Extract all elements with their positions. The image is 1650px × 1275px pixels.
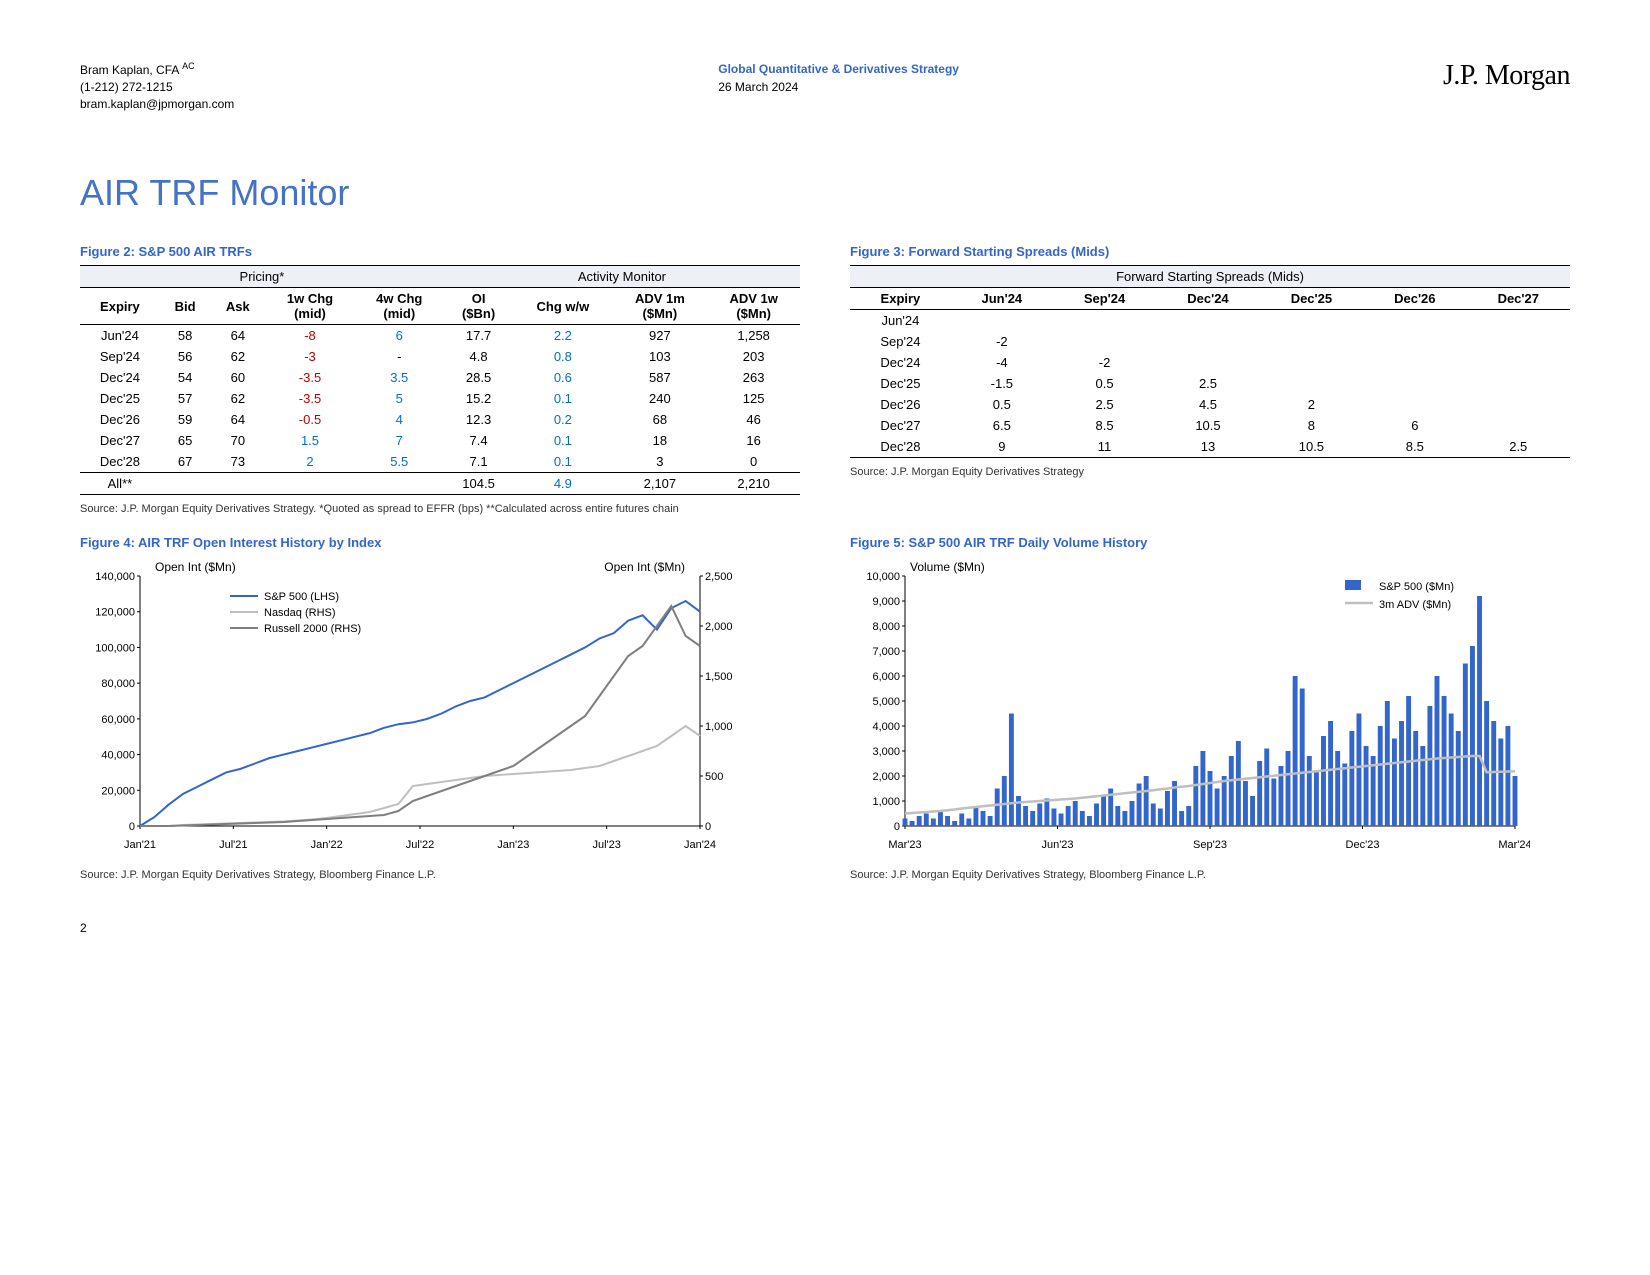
svg-text:Mar'24: Mar'24 — [1498, 839, 1530, 851]
svg-text:Nasdaq (RHS): Nasdaq (RHS) — [264, 607, 336, 619]
svg-text:Mar'23: Mar'23 — [888, 839, 921, 851]
svg-text:1,000: 1,000 — [872, 796, 900, 808]
svg-text:S&P 500 ($Mn): S&P 500 ($Mn) — [1379, 581, 1454, 593]
author-block: Bram Kaplan, CFA AC (1-212) 272-1215 bra… — [80, 60, 234, 112]
figure-4: Figure 4: AIR TRF Open Interest History … — [80, 535, 800, 881]
figure-4-source: Source: J.P. Morgan Equity Derivatives S… — [80, 869, 800, 881]
svg-text:4,000: 4,000 — [872, 721, 900, 733]
svg-text:Jul'22: Jul'22 — [406, 839, 434, 851]
author-phone: (1-212) 272-1215 — [80, 79, 234, 96]
svg-text:Jul'23: Jul'23 — [592, 839, 620, 851]
svg-text:500: 500 — [705, 771, 723, 783]
figure-3-title: Figure 3: Forward Starting Spreads (Mids… — [850, 244, 1570, 259]
figure-3-source: Source: J.P. Morgan Equity Derivatives S… — [850, 466, 1570, 478]
figure-4-chart: Open Int ($Mn) Open Int ($Mn) 0 20,000 40,00… — [80, 556, 760, 856]
jpmorgan-logo: J.P. Morgan — [1443, 60, 1570, 92]
figure-5: Figure 5: S&P 500 AIR TRF Daily Volume H… — [850, 535, 1570, 881]
svg-text:80,000: 80,000 — [101, 679, 135, 691]
report-date: 26 March 2024 — [718, 78, 959, 96]
svg-text:Jul'21: Jul'21 — [219, 839, 247, 851]
figure-2-title: Figure 2: S&P 500 AIR TRFs — [80, 244, 800, 259]
svg-text:2,500: 2,500 — [705, 571, 733, 583]
svg-text:8,000: 8,000 — [872, 621, 900, 633]
figure-2-table: Pricing*Activity MonitorExpiryBidAsk1w C… — [80, 265, 800, 495]
svg-text:0: 0 — [894, 821, 900, 833]
figure-5-chart: Volume ($Mn) 0 1,000 2,000 3,000 4,000 5,000 6,… — [850, 556, 1530, 856]
svg-text:2,000: 2,000 — [872, 771, 900, 783]
author-superscript: AC — [182, 61, 195, 71]
svg-text:60,000: 60,000 — [101, 714, 135, 726]
svg-text:6,000: 6,000 — [872, 671, 900, 683]
svg-text:9,000: 9,000 — [872, 596, 900, 608]
figure-4-title: Figure 4: AIR TRF Open Interest History … — [80, 535, 800, 550]
svg-text:S&P 500 (LHS): S&P 500 (LHS) — [264, 591, 339, 603]
svg-text:40,000: 40,000 — [101, 750, 135, 762]
svg-text:7,000: 7,000 — [872, 646, 900, 658]
svg-text:0: 0 — [705, 821, 711, 833]
author-name: Bram Kaplan, CFA — [80, 63, 179, 77]
figure-2-source: Source: J.P. Morgan Equity Derivatives S… — [80, 503, 800, 515]
svg-text:1,500: 1,500 — [705, 671, 733, 683]
svg-text:Open Int ($Mn): Open Int ($Mn) — [604, 560, 685, 574]
svg-text:Open Int ($Mn): Open Int ($Mn) — [155, 560, 236, 574]
page-number: 2 — [80, 921, 1570, 935]
svg-text:100,000: 100,000 — [95, 643, 135, 655]
report-block: Global Quantitative & Derivatives Strate… — [718, 60, 959, 96]
svg-text:Jan'24: Jan'24 — [684, 839, 716, 851]
svg-text:0: 0 — [129, 821, 135, 833]
svg-text:Jan'23: Jan'23 — [497, 839, 529, 851]
svg-text:20,000: 20,000 — [101, 786, 135, 798]
svg-text:Jan'21: Jan'21 — [124, 839, 156, 851]
svg-text:1,000: 1,000 — [705, 721, 733, 733]
svg-text:2,000: 2,000 — [705, 621, 733, 633]
figure-3-table: Forward Starting Spreads (Mids)ExpiryJun… — [850, 265, 1570, 458]
svg-text:140,000: 140,000 — [95, 571, 135, 583]
figure-2: Figure 2: S&P 500 AIR TRFs Pricing*Activ… — [80, 244, 800, 515]
svg-text:Russell 2000 (RHS): Russell 2000 (RHS) — [264, 623, 361, 635]
svg-text:Sep'23: Sep'23 — [1193, 839, 1227, 851]
svg-text:120,000: 120,000 — [95, 607, 135, 619]
svg-text:5,000: 5,000 — [872, 696, 900, 708]
author-email: bram.kaplan@jpmorgan.com — [80, 96, 234, 113]
figure-5-source: Source: J.P. Morgan Equity Derivatives S… — [850, 869, 1570, 881]
figure-3: Figure 3: Forward Starting Spreads (Mids… — [850, 244, 1570, 515]
page-title: AIR TRF Monitor — [80, 172, 1570, 214]
report-title: Global Quantitative & Derivatives Strate… — [718, 60, 959, 78]
svg-text:Jan'22: Jan'22 — [311, 839, 343, 851]
svg-text:Volume ($Mn): Volume ($Mn) — [910, 560, 985, 574]
svg-text:Dec'23: Dec'23 — [1346, 839, 1380, 851]
svg-text:3,000: 3,000 — [872, 746, 900, 758]
svg-text:10,000: 10,000 — [866, 571, 900, 583]
svg-text:3m ADV ($Mn): 3m ADV ($Mn) — [1379, 599, 1451, 611]
figure-5-title: Figure 5: S&P 500 AIR TRF Daily Volume H… — [850, 535, 1570, 550]
page-header: Bram Kaplan, CFA AC (1-212) 272-1215 bra… — [80, 60, 1570, 112]
svg-text:Jun'23: Jun'23 — [1041, 839, 1073, 851]
